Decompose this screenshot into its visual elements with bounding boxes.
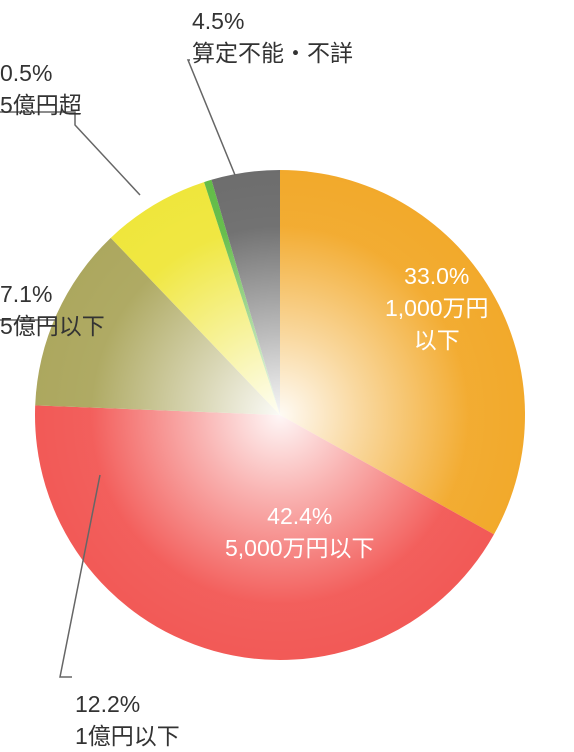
leader-line-5 [188,60,235,175]
slice-label-3: 7.1%5億円以下 [0,278,105,342]
leader-line-4 [0,112,140,195]
slice-label-2: 12.2%1億円以下 [75,688,180,752]
slice-label-1: 42.4%5,000万円以下 [225,500,375,564]
pie-chart-container: 33.0%1,000万円以下42.4%5,000万円以下12.2%1億円以下7.… [0,0,574,747]
pie-chart-svg [0,0,574,747]
slice-label-5: 4.5%算定不能・不詳 [192,5,353,69]
slice-label-4: 0.5%5億円超 [0,57,82,121]
slice-label-0: 33.0%1,000万円以下 [385,260,489,357]
pie-shine-overlay [35,170,525,660]
